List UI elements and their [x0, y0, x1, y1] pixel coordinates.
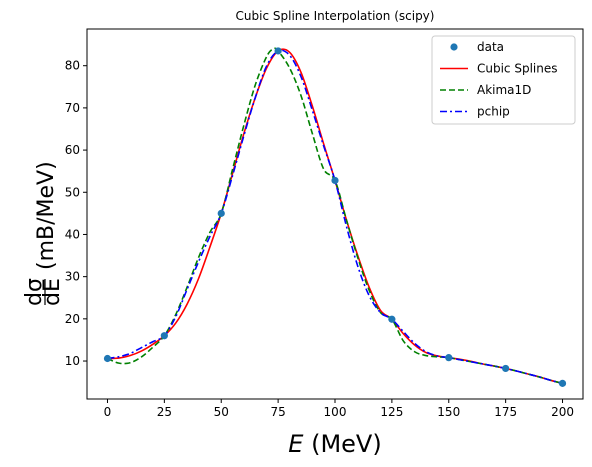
data-point	[445, 354, 453, 362]
legend-marker	[450, 43, 458, 51]
legend-label: Akima1D	[477, 83, 531, 97]
data-point	[388, 315, 396, 323]
y-label-fraction-den: dE	[40, 278, 65, 306]
y-tick-label: 60	[65, 143, 80, 157]
y-tick-label: 30	[65, 270, 80, 284]
y-label-fraction-num: dσ	[22, 278, 47, 306]
x-axis: 0 25 50 75 100 125 150 175 200	[104, 399, 574, 419]
legend-item: pchip	[440, 105, 510, 119]
x-tick-label: 125	[380, 405, 403, 419]
series-line-akima1d	[107, 47, 563, 385]
data-point	[103, 354, 112, 363]
y-tick-label: 70	[65, 101, 80, 115]
y-tick-label: 80	[65, 59, 80, 73]
legend-item: Cubic Splines	[440, 62, 558, 76]
y-label-unit: (mB/MeV)	[34, 161, 59, 270]
data-point	[558, 379, 567, 387]
y-tick-label: 50	[65, 185, 80, 199]
legend-label: pchip	[477, 105, 510, 119]
data-point	[217, 209, 225, 217]
data-point	[274, 47, 282, 55]
x-tick-label: 0	[104, 405, 112, 419]
data-point	[331, 176, 339, 185]
legend-item: data	[450, 40, 504, 54]
legend-item: Akima1D	[440, 83, 531, 97]
x-tick-label: 175	[494, 405, 517, 419]
x-tick-label: 100	[324, 405, 347, 419]
data-point	[502, 364, 510, 373]
y-axis-label: dσ dE (mB/MeV)	[22, 161, 65, 306]
legend-box	[431, 35, 576, 125]
series-line-pchip	[107, 49, 563, 385]
y-tick-label: 40	[65, 227, 80, 241]
legend: data Cubic Splines Akima1D pchip	[431, 35, 576, 125]
x-tick-label: 50	[214, 405, 229, 419]
y-axis: 10 20 30 40 50 60 70 80	[65, 59, 87, 368]
y-tick-label: 20	[65, 312, 80, 326]
legend-label: data	[477, 40, 504, 54]
y-tick-label: 10	[65, 354, 80, 368]
x-tick-label: 200	[551, 405, 574, 419]
x-tick-label: 75	[270, 405, 285, 419]
data-point	[160, 332, 168, 340]
legend-label: Cubic Splines	[477, 62, 558, 76]
chart-title: Cubic Spline Interpolation (scipy)	[236, 9, 435, 23]
x-axis-label: E (MeV)	[288, 430, 381, 458]
x-tick-label: 25	[157, 405, 172, 419]
x-tick-label: 150	[437, 405, 460, 419]
